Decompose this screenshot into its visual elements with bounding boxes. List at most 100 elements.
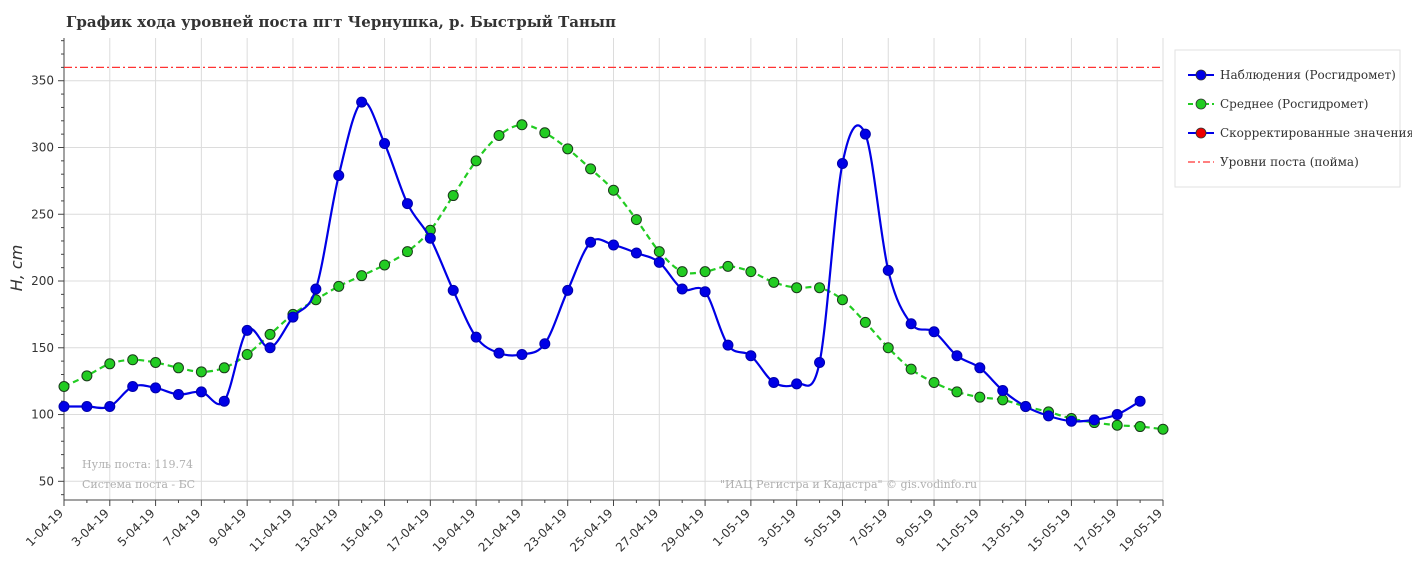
mean-point	[836, 294, 848, 306]
legend: Наблюдения (Росгидромет) Среднее (Росгидр…	[1174, 49, 1412, 188]
observation-point	[859, 128, 871, 140]
observation-point	[241, 324, 253, 336]
mean-point	[905, 363, 917, 375]
x-tick-label: 13-04-19	[292, 506, 340, 554]
mean-point	[722, 260, 734, 272]
mean-point	[814, 282, 826, 294]
x-tick-label: 1-04-19	[23, 506, 66, 549]
y-tick-label: 250	[31, 207, 54, 221]
legend-label: Уровни поста (пойма)	[1220, 155, 1359, 169]
observation-point	[768, 376, 780, 388]
y-tick-label: 200	[31, 274, 54, 288]
observation-point	[333, 170, 345, 182]
x-tick-label: 25-04-19	[567, 506, 615, 554]
x-tick-label: 1-05-19	[710, 506, 753, 549]
mean-point	[58, 381, 70, 393]
observation-point	[424, 232, 436, 244]
observation-point	[997, 385, 1009, 397]
observation-point	[1088, 414, 1100, 426]
mean-point	[928, 376, 940, 388]
mean-point	[493, 129, 505, 141]
observation-point	[1020, 401, 1032, 413]
observation-point	[401, 198, 413, 210]
mean-point	[218, 362, 230, 374]
mean-point	[241, 348, 253, 360]
mean-point	[401, 246, 413, 258]
x-tick-label: 15-05-19	[1025, 506, 1073, 554]
observation-point	[928, 326, 940, 338]
mean-point	[104, 358, 116, 370]
observation-point	[287, 311, 299, 323]
mean-point	[608, 184, 619, 196]
legend-swatch-marker	[1195, 69, 1207, 81]
observation-point	[539, 338, 551, 350]
x-tick-label: 7-05-19	[847, 506, 890, 549]
mean-point	[699, 266, 711, 278]
datum-system-note: Система поста - БС	[82, 478, 195, 491]
observation-point	[1043, 410, 1055, 422]
mean-point	[974, 391, 986, 403]
observation-point	[1065, 415, 1077, 427]
mean-point	[1157, 423, 1169, 435]
mean-point	[172, 362, 184, 374]
observation-point	[470, 331, 482, 343]
observation-point	[58, 401, 70, 413]
observation-point	[585, 236, 597, 248]
observation-point	[974, 362, 986, 374]
observation-point	[195, 386, 207, 398]
mean-point	[676, 266, 688, 278]
mean-point	[859, 316, 871, 328]
observation-point	[562, 284, 574, 296]
x-tick-label: 19-05-19	[1117, 506, 1165, 554]
mean-point	[516, 119, 528, 131]
observation-point	[127, 381, 139, 393]
mean-point	[539, 127, 551, 139]
observation-point	[1134, 395, 1146, 407]
x-tick-label: 17-04-19	[384, 506, 432, 554]
observation-point	[81, 401, 93, 413]
observation-point	[676, 283, 688, 295]
x-tick-label: 17-05-19	[1071, 506, 1119, 554]
mean-point	[653, 246, 665, 258]
x-tick-label: 13-05-19	[979, 506, 1027, 554]
observation-point	[791, 378, 803, 390]
mean-point	[379, 259, 391, 271]
observation-point	[516, 348, 528, 360]
y-tick-label: 350	[31, 74, 54, 88]
observation-point	[447, 284, 459, 296]
mean-point	[150, 356, 162, 368]
x-tick-label: 7-04-19	[160, 506, 203, 549]
y-axis-label: H, cm	[7, 245, 26, 292]
mean-point	[791, 282, 803, 294]
x-tick-label: 9-05-19	[893, 506, 936, 549]
observation-point	[104, 401, 116, 413]
y-tick-label: 300	[31, 140, 54, 154]
copyright-note: "ИАЦ Регистра и Кадастра" © gis.vodinfo.…	[720, 478, 977, 491]
mean-point	[81, 370, 93, 382]
x-tick-label: 9-04-19	[206, 506, 249, 549]
legend-swatch-marker	[1195, 127, 1207, 139]
chart-title: График хода уровней поста пгт Чернушка, …	[66, 13, 616, 31]
observation-point	[493, 347, 505, 359]
observation-point	[264, 342, 276, 354]
x-tick-label: 23-04-19	[521, 506, 569, 554]
mean-point	[447, 190, 459, 202]
observation-point	[630, 247, 642, 259]
zero-level-note: Нуль поста: 119.74	[82, 458, 193, 471]
x-tick-label: 3-05-19	[756, 506, 799, 549]
x-tick-label: 5-04-19	[115, 506, 158, 549]
mean-point	[745, 266, 757, 278]
x-tick-label: 15-04-19	[338, 506, 386, 554]
mean-point	[951, 386, 963, 398]
x-tick-label: 11-04-19	[247, 506, 295, 554]
x-tick-label: 19-04-19	[430, 506, 478, 554]
legend-swatch-marker	[1195, 98, 1207, 110]
y-tick-label: 50	[39, 474, 54, 488]
observation-point	[882, 264, 894, 276]
y-axis-ticks: 50 100 150 200 250 300 350	[31, 40, 64, 496]
observation-point	[356, 96, 368, 108]
x-tick-label: 11-05-19	[934, 506, 982, 554]
observation-point	[608, 239, 619, 251]
observation-point	[379, 137, 391, 149]
